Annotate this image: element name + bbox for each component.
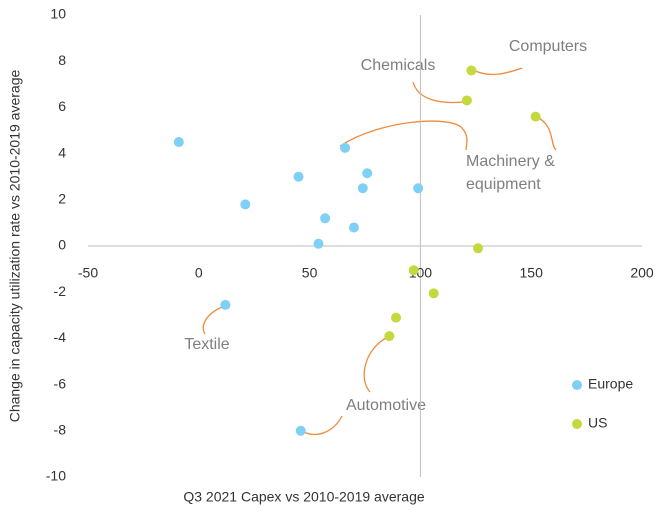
- y-tick-label: 8: [58, 52, 66, 68]
- point: [340, 142, 351, 153]
- y-tick-label: -4: [54, 329, 67, 345]
- y-axis-label: Change in capacity utilization rate vs 2…: [7, 70, 23, 423]
- x-tick-label: 200: [630, 265, 654, 281]
- annotation: Chemicals: [361, 57, 436, 74]
- y-tick-label: 10: [50, 6, 66, 22]
- y-tick-label: 2: [58, 191, 66, 207]
- point: [466, 65, 477, 76]
- y-tick-label: 0: [58, 237, 66, 253]
- x-tick-label: 50: [302, 265, 318, 281]
- point: [357, 183, 368, 194]
- legend-label: US: [588, 415, 607, 431]
- leader: [412, 81, 464, 104]
- annotation: Automotive: [346, 397, 426, 414]
- point: [413, 183, 424, 194]
- leader: [301, 415, 343, 436]
- y-tick-label: -8: [54, 422, 67, 438]
- leader: [536, 116, 557, 151]
- point: [362, 168, 373, 179]
- point: [320, 213, 331, 224]
- point: [428, 288, 439, 299]
- leader: [202, 306, 223, 335]
- point: [240, 199, 251, 210]
- x-axis-label: Q3 2021 Capex vs 2010-2019 average: [183, 489, 424, 505]
- point: [384, 331, 395, 342]
- point: [293, 171, 304, 182]
- point: [473, 243, 484, 254]
- leader: [339, 120, 468, 151]
- y-tick-label: -6: [54, 375, 67, 391]
- annotation-leaders: [202, 67, 557, 436]
- legend-label: Europe: [588, 376, 633, 392]
- point: [295, 425, 306, 436]
- leader: [472, 67, 523, 76]
- x-tick-label: 0: [195, 265, 203, 281]
- leader: [363, 337, 387, 393]
- point: [391, 312, 402, 323]
- y-tick-label: -10: [46, 468, 66, 484]
- y-tick-label: -2: [54, 283, 67, 299]
- x-tick-label: -50: [78, 265, 98, 281]
- annotation: equipment: [466, 176, 541, 193]
- point: [173, 137, 184, 148]
- legend-swatch: [572, 380, 582, 390]
- point: [220, 299, 231, 310]
- point: [348, 222, 359, 233]
- y-tick-label: 6: [58, 98, 66, 114]
- annotation: Computers: [509, 38, 587, 55]
- annotation: Textile: [184, 336, 229, 353]
- x-tick-label: 150: [520, 265, 544, 281]
- annotation: Machinery &: [466, 153, 555, 170]
- y-tick-label: 4: [58, 144, 66, 160]
- point: [313, 238, 324, 249]
- point: [408, 265, 419, 276]
- point: [530, 111, 541, 122]
- legend-swatch: [572, 419, 582, 429]
- point: [461, 95, 472, 106]
